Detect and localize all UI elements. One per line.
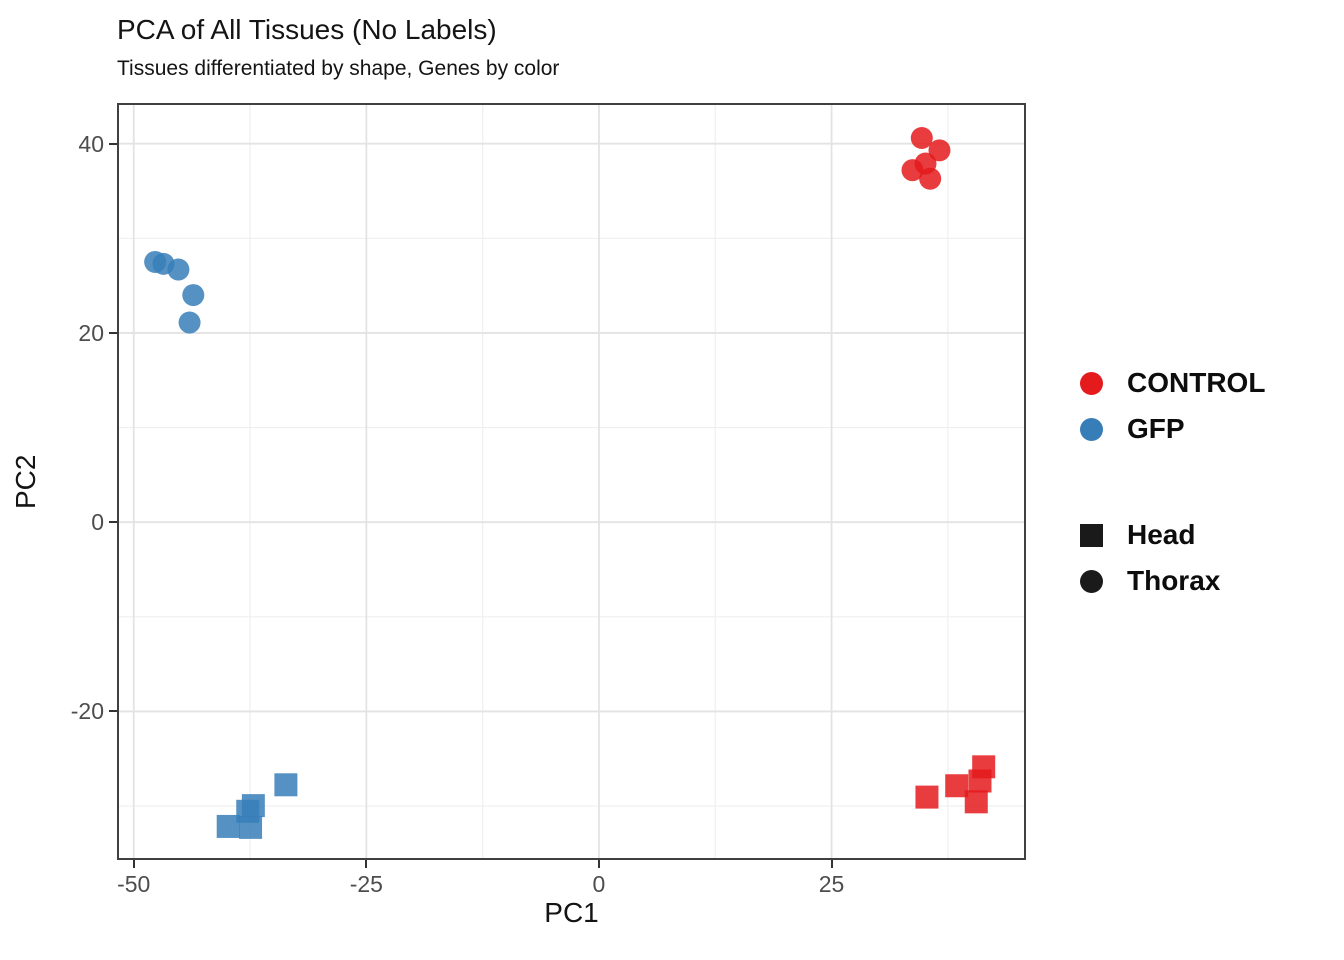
- data-point-gfp-head: [239, 815, 263, 839]
- data-point-control-thorax: [928, 139, 951, 162]
- chart-title: PCA of All Tissues (No Labels): [117, 14, 497, 45]
- y-tick-mark: [109, 331, 117, 334]
- legend-item-control: CONTROL: [1080, 360, 1265, 406]
- data-point-control-head: [964, 790, 988, 814]
- legend-item-gfp: GFP: [1080, 406, 1265, 452]
- scatter-plot-canvas: [117, 103, 1026, 860]
- legend-item-head: Head: [1080, 512, 1265, 558]
- data-point-gfp-thorax: [167, 258, 190, 281]
- x-tick-mark: [132, 860, 135, 868]
- x-tick-label: -25: [349, 871, 383, 897]
- x-tick-label: -50: [117, 871, 151, 897]
- data-point-control-thorax: [901, 159, 924, 182]
- data-point-gfp-thorax: [182, 284, 205, 307]
- data-point-gfp-head: [216, 814, 240, 838]
- legend-item-thorax: Thorax: [1080, 558, 1265, 604]
- x-tick-label: 25: [818, 871, 845, 897]
- x-axis-title: PC1: [544, 897, 599, 928]
- y-tick-label: -20: [70, 698, 104, 725]
- x-tick-label: 0: [592, 871, 606, 897]
- y-tick-mark: [109, 710, 117, 713]
- head-square-key-icon: [1080, 523, 1103, 547]
- data-point-control-thorax: [910, 127, 933, 150]
- y-tick-label: 40: [78, 130, 104, 157]
- legend-label-control: CONTROL: [1127, 367, 1266, 398]
- thorax-circle-key-icon: [1080, 569, 1103, 593]
- data-point-gfp-head: [274, 773, 298, 797]
- gfp-blue-circle-key-icon: [1080, 417, 1103, 441]
- data-point-control-thorax: [919, 167, 942, 190]
- data-point-control-head: [945, 774, 969, 798]
- control-red-circle-key-icon: [1080, 371, 1103, 395]
- data-point-control-head: [915, 785, 939, 809]
- x-tick-mark: [830, 860, 833, 868]
- chart-subtitle: Tissues differentiated by shape, Genes b…: [117, 57, 560, 80]
- legend-group-tissue: Head Thorax: [1080, 512, 1265, 604]
- legend-group-gene: CONTROL GFP: [1080, 360, 1265, 452]
- legend-label-gfp: GFP: [1127, 413, 1185, 444]
- legend-label-head: Head: [1127, 519, 1196, 550]
- x-tick-mark: [597, 860, 600, 868]
- y-tick-mark: [109, 142, 117, 145]
- legend: CONTROL GFP Head Thorax: [1080, 360, 1265, 604]
- y-tick-label: 20: [78, 319, 104, 346]
- y-axis-title: PC2: [10, 454, 41, 509]
- legend-label-thorax: Thorax: [1127, 565, 1221, 596]
- y-tick-label: 0: [91, 509, 104, 536]
- data-point-control-head: [968, 769, 992, 793]
- y-tick-mark: [109, 521, 117, 524]
- plot-panel: [117, 103, 1026, 860]
- panel-border: [117, 103, 1026, 860]
- x-tick-mark: [365, 860, 368, 868]
- data-point-gfp-thorax: [178, 311, 201, 334]
